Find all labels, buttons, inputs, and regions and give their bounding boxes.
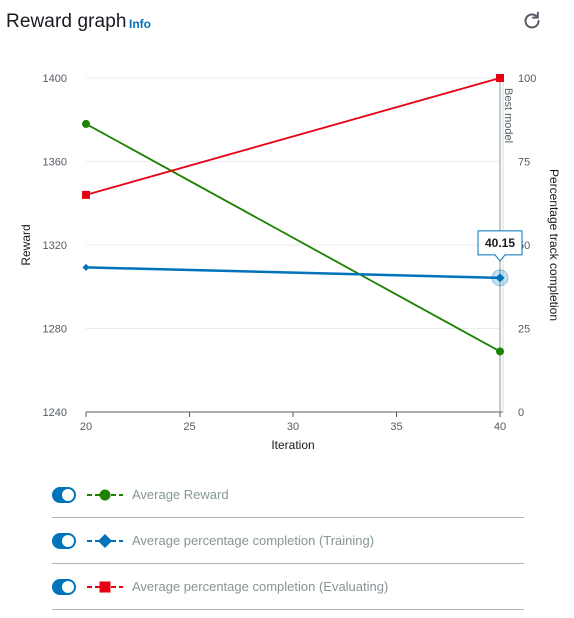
data-point[interactable] [496, 74, 504, 82]
y-tick-label: 1360 [43, 157, 67, 169]
series-line [85, 77, 501, 196]
y-tick-label: 1320 [43, 240, 67, 252]
x-tick-label: 30 [287, 421, 299, 433]
toggle-training[interactable] [52, 533, 76, 549]
legend-swatch-square-icon [87, 581, 123, 593]
y-tick-label: 1280 [43, 324, 67, 336]
series-group [82, 74, 509, 356]
x-tick-label: 25 [183, 421, 195, 433]
tooltip-shape [477, 230, 523, 262]
chart-header: Reward graph Info [6, 8, 568, 38]
data-point[interactable] [82, 190, 90, 199]
best-model-label: Best model [502, 88, 514, 143]
data-point[interactable] [82, 119, 90, 128]
refresh-icon[interactable] [521, 10, 543, 32]
legend-swatch-diamond-icon [87, 534, 123, 548]
info-link[interactable]: Info [129, 17, 151, 31]
y2-axis-title: Percentage track completion [547, 169, 561, 321]
legend-item-training[interactable]: Average percentage completion (Training) [52, 519, 524, 564]
data-point[interactable] [496, 347, 504, 356]
x-tick-label: 40 [494, 421, 506, 433]
legend-label: Average percentage completion (Evaluatin… [132, 579, 389, 594]
y2-tick-label: 25 [518, 324, 530, 336]
grid-lines [86, 77, 500, 413]
tooltip-value: 40.15 [485, 236, 515, 250]
toggle-knob [62, 535, 74, 547]
value-tooltip: 40.15 [477, 230, 523, 262]
series-line [85, 123, 501, 353]
y-tick-label: 1400 [43, 73, 67, 85]
toggle-knob [62, 581, 74, 593]
toggle-knob [62, 489, 74, 501]
series-line [85, 266, 501, 280]
toggle-evaluating[interactable] [52, 579, 76, 595]
toggle-average-reward[interactable] [52, 487, 76, 503]
legend-label: Average percentage completion (Training) [132, 533, 375, 548]
legend-item-evaluating[interactable]: Average percentage completion (Evaluatin… [52, 565, 524, 610]
legend-item-average-reward[interactable]: Average Reward [52, 473, 524, 518]
tooltip-box: 40.15 [477, 230, 523, 262]
page-title: Reward graph [6, 11, 127, 32]
legend-swatch-circle-icon [87, 489, 123, 501]
y2-tick-label: 75 [518, 157, 530, 169]
y2-tick-label: 0 [518, 407, 524, 419]
y-tick-label: 1240 [43, 407, 67, 419]
legend: Average Reward Average percentage comple… [52, 473, 524, 611]
data-point[interactable] [495, 273, 505, 283]
legend-label: Average Reward [132, 487, 229, 502]
x-tick-label: 35 [390, 421, 402, 433]
y-axis-title: Reward [19, 224, 33, 265]
x-axis-title: Iteration [271, 438, 314, 452]
x-tick-label: 20 [80, 421, 92, 433]
y2-tick-label: 100 [518, 73, 536, 85]
data-point[interactable] [82, 263, 90, 271]
